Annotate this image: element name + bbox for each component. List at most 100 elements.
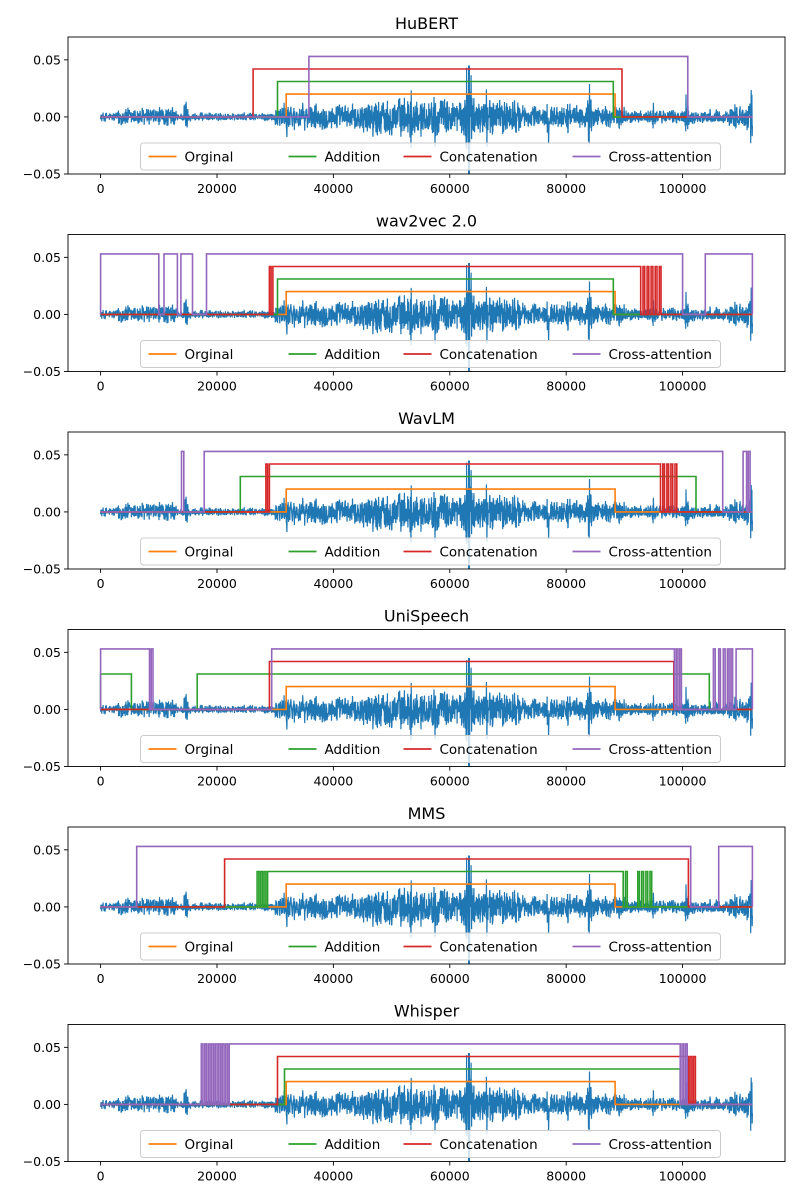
series-line-cross-attention [99, 648, 754, 711]
x-tick-label: 100000 [659, 181, 707, 196]
plot-area [100, 845, 754, 964]
series-line-concatenation [100, 1055, 753, 1106]
series-line-addition [100, 870, 753, 908]
x-tick-label: 80000 [546, 971, 586, 986]
y-tick-label: 0.00 [33, 899, 61, 914]
legend-label: Cross-attention [609, 940, 712, 956]
legend-label: Concatenation [440, 940, 538, 956]
x-tick-label: 20000 [197, 774, 237, 789]
plot-area [99, 253, 754, 372]
series-line-cross-attention [100, 1043, 753, 1106]
legend: Orginal Addition Concatenation Cross-attent… [140, 932, 721, 961]
x-tick-label: 0 [97, 576, 105, 591]
y-tick-label: 0.00 [33, 702, 61, 717]
x-tick-label: 100000 [659, 576, 707, 591]
x-tick-label: 40000 [314, 1169, 354, 1184]
legend-label: Concatenation [440, 545, 538, 561]
x-tick-label: 20000 [197, 379, 237, 394]
x-tick-label: 20000 [197, 181, 237, 196]
plot-area [100, 55, 753, 174]
x-tick-label: 0 [97, 1169, 105, 1184]
y-tick-label: 0.05 [33, 52, 61, 67]
series-line-cross-attention [100, 845, 754, 908]
waveform-line [100, 660, 753, 753]
legend-label: Orginal [185, 150, 234, 166]
x-tick-label: 60000 [430, 774, 470, 789]
x-tick-label: 100000 [659, 774, 707, 789]
plot-area [100, 450, 753, 569]
axes-frame [67, 431, 786, 570]
legend-label: Concatenation [440, 150, 538, 166]
axes-frame [67, 629, 786, 767]
axes-frame [67, 36, 786, 175]
series-line-cross-attention [100, 55, 753, 118]
y-tick-label: 0.00 [33, 307, 61, 322]
x-tick-label: 40000 [314, 774, 354, 789]
x-tick-label: 40000 [314, 379, 354, 394]
y-tick-label: 0.00 [33, 504, 61, 519]
chart-panel: Whisper 0 20000 40000 60000 80000 100000 −0.05 0… [23, 1002, 786, 1184]
chart-panel: WavLM 0 20000 40000 60000 80000 100000 −0.05 0.0… [23, 409, 786, 591]
x-tick-label: 60000 [430, 379, 470, 394]
legend-label: Addition [325, 742, 381, 758]
legend-label: Orginal [185, 347, 234, 363]
x-tick-label: 100000 [659, 971, 707, 986]
legend-label: Cross-attention [609, 150, 712, 166]
legend: Orginal Addition Concatenation Cross-attent… [140, 142, 721, 171]
y-tick-label: 0.00 [33, 109, 61, 124]
legend-label: Cross-attention [609, 347, 712, 363]
legend: Orginal Addition Concatenation Cross-attent… [140, 537, 721, 566]
x-tick-label: 60000 [430, 1169, 470, 1184]
x-tick-label: 0 [97, 379, 105, 394]
y-tick-label: −0.05 [23, 759, 61, 774]
x-tick-label: 20000 [197, 971, 237, 986]
y-tick-label: 0.05 [33, 645, 61, 660]
chart-title: Whisper [394, 1002, 460, 1021]
legend-label: Addition [325, 940, 381, 956]
x-tick-label: 0 [97, 971, 105, 986]
series-line-concatenation [100, 463, 753, 513]
x-tick-label: 20000 [197, 1169, 237, 1184]
x-tick-label: 20000 [197, 576, 237, 591]
x-tick-label: 60000 [430, 181, 470, 196]
legend-label: Cross-attention [609, 1137, 712, 1153]
x-tick-label: 40000 [314, 181, 354, 196]
x-tick-label: 0 [97, 774, 105, 789]
waveform-line [100, 462, 753, 555]
y-tick-label: 0.05 [33, 1040, 61, 1055]
x-tick-label: 80000 [546, 774, 586, 789]
y-tick-label: −0.05 [23, 1154, 61, 1169]
legend-label: Orginal [185, 742, 234, 758]
y-tick-label: 0.00 [33, 1097, 61, 1112]
chart-title: UniSpeech [384, 607, 469, 626]
legend-label: Cross-attention [609, 545, 712, 561]
legend: Orginal Addition Concatenation Cross-attent… [140, 340, 721, 368]
x-tick-label: 0 [97, 181, 105, 196]
y-tick-label: 0.05 [33, 250, 61, 265]
legend-label: Addition [325, 545, 381, 561]
chart-title: MMS [408, 804, 446, 823]
axes-frame [67, 826, 786, 965]
y-tick-label: 0.05 [33, 842, 61, 857]
y-tick-label: −0.05 [23, 562, 61, 577]
axes-frame [67, 234, 786, 372]
x-tick-label: 100000 [659, 1169, 707, 1184]
legend-label: Concatenation [440, 347, 538, 363]
legend-label: Orginal [185, 545, 234, 561]
x-tick-label: 100000 [659, 379, 707, 394]
chart-title: wav2vec 2.0 [376, 212, 477, 231]
legend-label: Cross-attention [609, 742, 712, 758]
legend-label: Orginal [185, 940, 234, 956]
legend-label: Addition [325, 150, 381, 166]
y-tick-label: 0.05 [33, 447, 61, 462]
waveform-line [100, 67, 753, 160]
series-line-cross-attention [100, 450, 753, 513]
x-tick-label: 40000 [314, 576, 354, 591]
series-line-concatenation [100, 265, 753, 316]
legend-label: Concatenation [440, 1137, 538, 1153]
axes-frame [67, 1024, 786, 1162]
chart-panel: MMS 0 20000 40000 60000 80000 100000 −0.05 0.00 0… [23, 804, 786, 986]
chart-panel: UniSpeech 0 20000 40000 60000 80000 100000 −0.0… [23, 607, 786, 789]
x-tick-label: 80000 [546, 181, 586, 196]
